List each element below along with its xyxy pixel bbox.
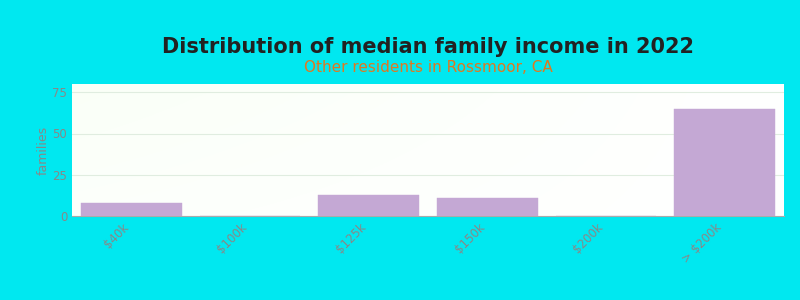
Y-axis label: families: families <box>37 125 50 175</box>
Bar <box>674 109 775 216</box>
Bar <box>81 203 182 216</box>
Bar <box>437 198 538 216</box>
Bar <box>318 194 419 216</box>
Text: Other residents in Rossmoor, CA: Other residents in Rossmoor, CA <box>304 60 552 75</box>
Title: Distribution of median family income in 2022: Distribution of median family income in … <box>162 38 694 57</box>
